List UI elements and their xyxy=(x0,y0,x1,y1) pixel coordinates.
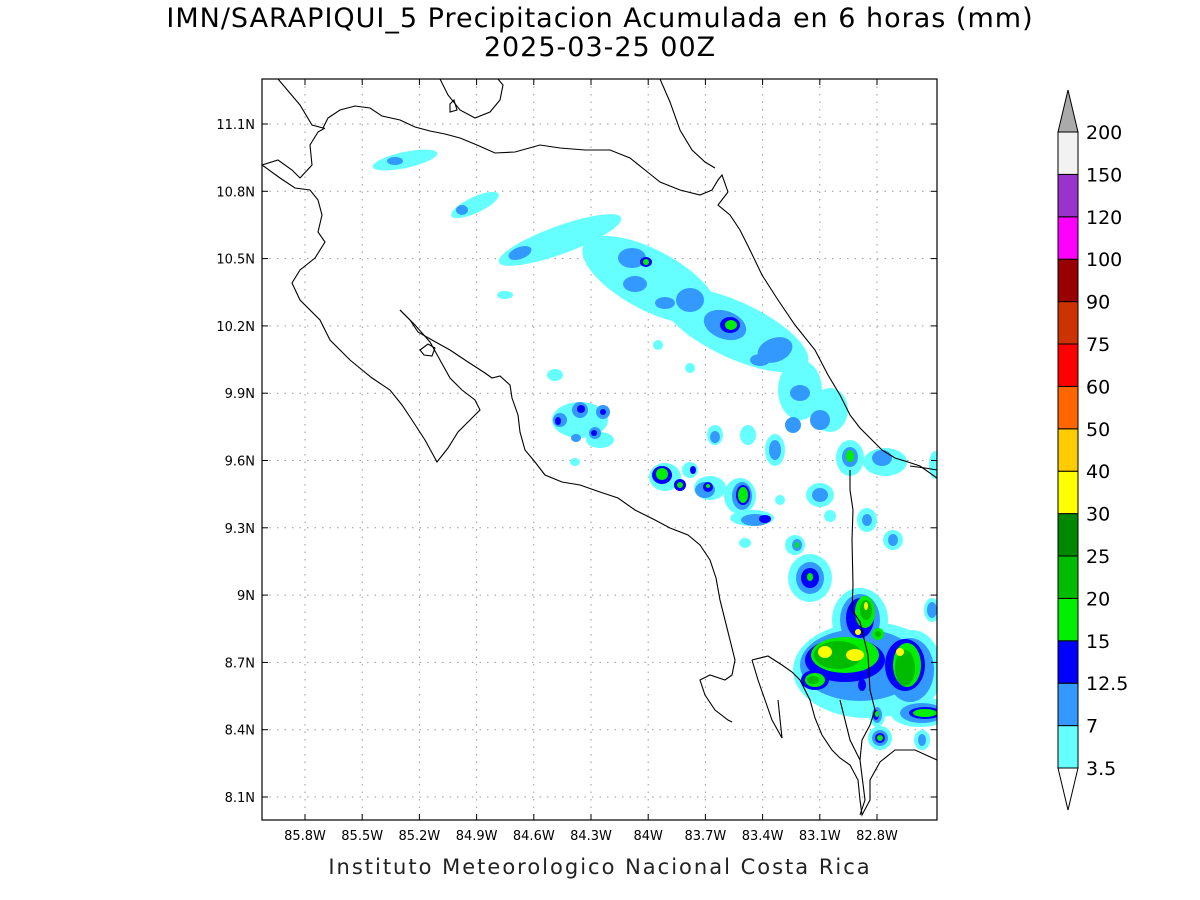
legend-swatch xyxy=(1057,597,1079,642)
lat-tick-label: 10.5N xyxy=(216,253,255,268)
legend-label: 120 xyxy=(1086,207,1122,229)
legend-swatch xyxy=(1057,216,1079,260)
lon-tick-label: 83.4W xyxy=(742,829,784,844)
legend-swatch xyxy=(1057,640,1079,684)
lat-tick-label: 10.2N xyxy=(216,320,255,335)
legend-swatch xyxy=(1057,555,1079,599)
lon-tick-label: 83.1W xyxy=(799,829,841,844)
lon-tick-label: 82.8W xyxy=(856,829,898,844)
legend-label: 75 xyxy=(1086,334,1110,356)
lat-tick-label: 9.6N xyxy=(225,455,255,470)
lat-tick-label: 9.3N xyxy=(225,522,255,537)
lon-tick-label: 85.8W xyxy=(284,829,326,844)
color-legend: 3.5 7 12.5 15 20 25 30 40 50 60 75 90 100 120 150 200 xyxy=(1057,89,1128,811)
legend-swatch xyxy=(1057,301,1079,345)
legend-under-triangle xyxy=(1057,767,1079,811)
legend-label: 150 xyxy=(1086,164,1122,186)
lat-tick-label: 9N xyxy=(237,589,255,604)
longitude-axis: 85.8W 85.5W 85.2W 84.9W 84.6W 84.3W 84W 83.7W 83… xyxy=(284,79,898,844)
legend-swatch xyxy=(1057,428,1079,472)
legend-swatch xyxy=(1057,258,1079,303)
legend-swatch xyxy=(1057,131,1079,175)
precipitation-field xyxy=(372,149,937,750)
latitude-axis: 11.1N 10.8N 10.5N 10.2N 9.9N 9.6N 9.3N 9N 8.7N 8.… xyxy=(216,118,937,806)
coastline-borders xyxy=(262,79,937,817)
map-subtitle-date: 2025-03-25 00Z xyxy=(483,32,717,63)
legend-label: 90 xyxy=(1086,292,1110,314)
legend-label: 50 xyxy=(1086,419,1110,441)
legend-over-triangle xyxy=(1057,89,1079,133)
lat-tick-label: 8.4N xyxy=(225,724,255,739)
map-title: IMN/SARAPIQUI_5 Precipitacion Acumulada … xyxy=(166,3,1034,34)
legend-swatch xyxy=(1057,513,1079,557)
legend-swatch xyxy=(1057,470,1079,515)
legend-swatch xyxy=(1057,385,1079,430)
legend-swatch xyxy=(1057,682,1079,727)
lon-tick-label: 84.9W xyxy=(456,829,498,844)
legend-swatch xyxy=(1057,343,1079,387)
lon-tick-label: 85.5W xyxy=(341,829,383,844)
legend-label: 12.5 xyxy=(1086,673,1128,695)
lon-tick-label: 84.3W xyxy=(570,829,612,844)
lon-tick-label: 85.2W xyxy=(398,829,440,844)
lat-tick-label: 10.8N xyxy=(216,185,255,200)
legend-label: 100 xyxy=(1086,249,1122,271)
legend-label: 7 xyxy=(1086,716,1098,738)
legend-label: 40 xyxy=(1086,461,1110,483)
lon-tick-label: 84.6W xyxy=(513,829,555,844)
legend-label: 200 xyxy=(1086,122,1122,144)
lat-tick-label: 11.1N xyxy=(216,118,255,133)
plot-frame xyxy=(261,78,938,821)
legend-label: 30 xyxy=(1086,504,1110,526)
legend-label: 20 xyxy=(1086,588,1110,610)
legend-swatch xyxy=(1057,173,1079,218)
lat-tick-label: 9.9N xyxy=(225,387,255,402)
legend-label: 60 xyxy=(1086,376,1110,398)
lat-tick-label: 8.7N xyxy=(225,656,255,671)
lon-tick-label: 84W xyxy=(633,829,663,844)
legend-label: 25 xyxy=(1086,546,1110,568)
legend-label: 15 xyxy=(1086,631,1110,653)
legend-label: 3.5 xyxy=(1086,758,1116,780)
legend-swatch xyxy=(1057,725,1079,769)
lat-tick-label: 8.1N xyxy=(225,791,255,806)
lon-tick-label: 83.7W xyxy=(684,829,726,844)
footer-credit: Instituto Meteorologico Nacional Costa R… xyxy=(328,855,872,879)
